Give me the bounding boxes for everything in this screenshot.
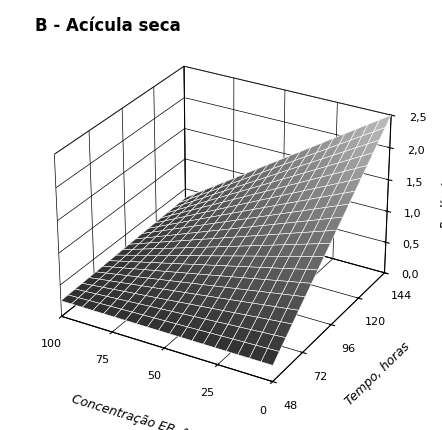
- Text: B - Acícula seca: B - Acícula seca: [35, 17, 181, 35]
- X-axis label: Concentração EB, %: Concentração EB, %: [70, 392, 195, 430]
- Y-axis label: Tempo, horas: Tempo, horas: [343, 339, 412, 407]
